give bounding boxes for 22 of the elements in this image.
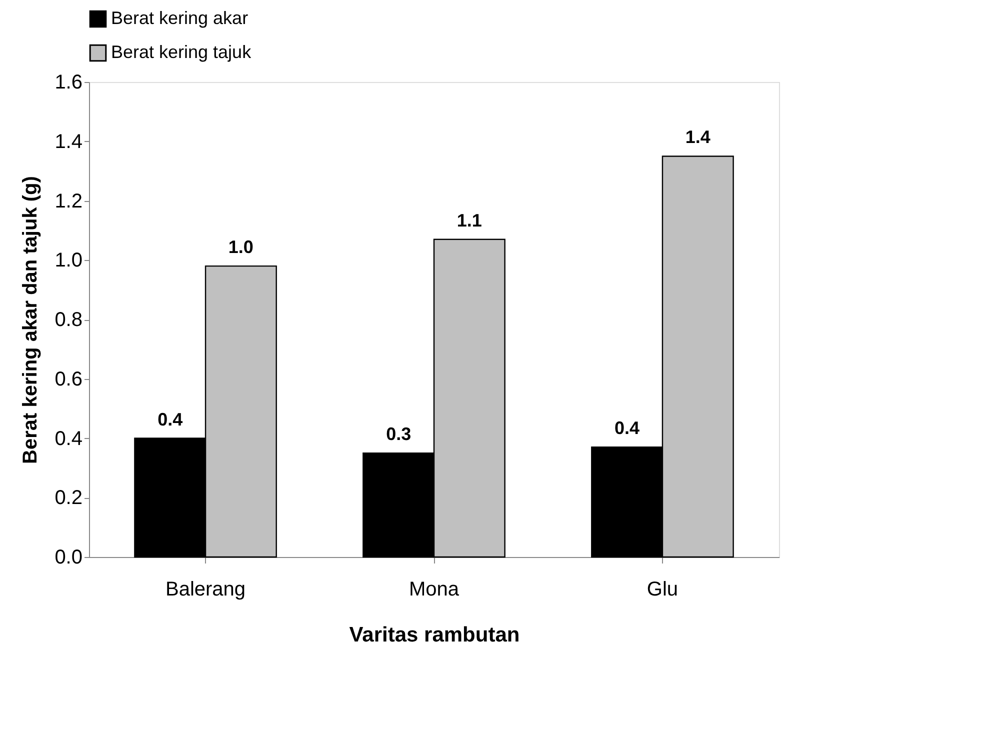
x-tick-label: Mona [408,578,460,600]
y-tick-label: 1.6 [54,72,82,94]
y-tick-label: 0.0 [54,546,82,568]
y-tick-label: 0.2 [54,487,82,510]
y-tick-label: 1.0 [54,250,82,272]
y-tick-label: 0.8 [54,309,82,331]
legend-label: Berat kering akar [111,8,248,28]
y-axis-title: Berat kering akar dan tajuk (g) [20,176,42,464]
y-tick-label: 0.4 [54,428,82,450]
x-tick-label: Glu [646,578,678,600]
data-label: 1.0 [228,237,254,258]
data-label: 0.3 [386,424,412,444]
y-tick-label: 1.4 [54,130,82,153]
legend-label: Berat kering tajuk [111,42,252,62]
x-tick-label: Balerang [165,578,246,600]
x-axis-title: Varitas rambutan [349,624,520,646]
y-tick-label: 1.2 [54,190,82,212]
y-tick-label: 0.6 [54,368,82,390]
data-label: 1.4 [685,127,710,148]
data-label: 1.1 [456,210,482,230]
data-label: 0.4 [158,409,183,430]
data-label: 0.4 [614,418,640,438]
